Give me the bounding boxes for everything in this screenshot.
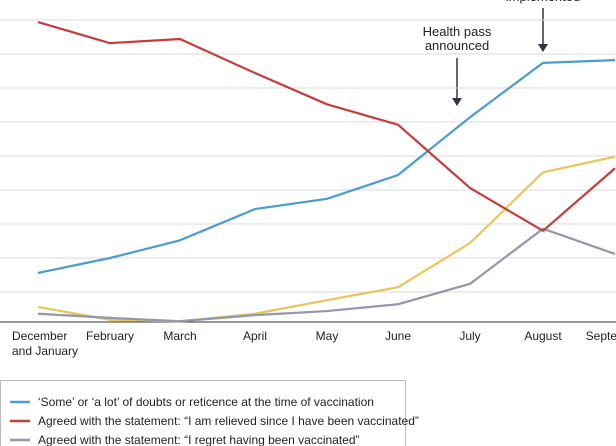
x-tick-label: June xyxy=(385,329,411,343)
arrow-head xyxy=(538,44,548,52)
x-tick-label: December xyxy=(12,329,67,343)
series-line xyxy=(37,227,616,323)
legend-label: Agreed with the statement: “I am relieve… xyxy=(38,414,419,428)
legend-label: Agreed with the statement: “I regret hav… xyxy=(38,433,360,446)
series-line xyxy=(37,155,616,323)
annotation: announced xyxy=(425,38,489,53)
arrow-head xyxy=(452,98,462,106)
x-tick-label: May xyxy=(316,329,339,343)
x-tick-label: August xyxy=(524,329,562,343)
annotation: Health pass xyxy=(423,24,492,39)
series-line xyxy=(37,20,616,233)
x-tick-label: September xyxy=(586,329,616,343)
x-tick-label: July xyxy=(459,329,480,343)
x-tick-label: March xyxy=(163,329,196,343)
legend-label: ‘Some’ or ‘a lot’ of doubts or reticence… xyxy=(38,395,374,409)
x-tick-label: April xyxy=(243,329,267,343)
x-tick-label: February xyxy=(86,329,134,343)
series-line xyxy=(37,59,616,275)
x-tick-label: and January xyxy=(12,344,78,358)
legend-box xyxy=(0,380,406,446)
annotation: implemented xyxy=(506,0,580,4)
